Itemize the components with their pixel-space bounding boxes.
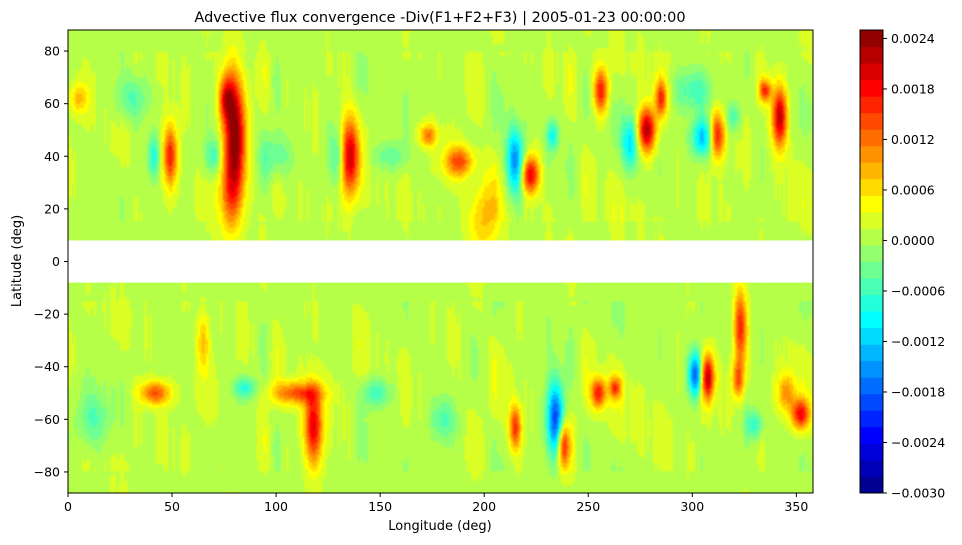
colorbar-level [860, 294, 883, 312]
colorbar-steps [860, 30, 883, 494]
y-tick-label: −20 [34, 307, 60, 322]
chart-title: Advective flux convergence -Div(F1+F2+F3… [194, 10, 685, 26]
colorbar-level [860, 46, 883, 64]
colorbar-level [860, 377, 883, 395]
colorbar-level [860, 129, 883, 147]
colorbar-tick-label: 0.0000 [891, 233, 935, 248]
colorbar-level [860, 443, 883, 461]
x-tick-label: 200 [472, 499, 496, 514]
x-tick-label: 250 [576, 499, 600, 514]
y-tick-label: 60 [44, 96, 60, 111]
colorbar-tick-label: 0.0012 [891, 132, 935, 147]
colorbar-level [860, 244, 883, 262]
colorbar-tick-label: 0.0006 [891, 182, 935, 197]
colorbar-level [860, 311, 883, 329]
colorbar-level [860, 63, 883, 81]
colorbar-level [860, 228, 883, 246]
x-tick-label: 150 [368, 499, 392, 514]
y-tick-label: 20 [44, 201, 60, 216]
colorbar-level [860, 112, 883, 130]
colorbar-level [860, 261, 883, 279]
colorbar-tick-label: 0.0018 [891, 81, 935, 96]
colorbar-level [860, 162, 883, 180]
y-tick-label: 0 [52, 254, 60, 269]
colorbar: 0.0024 0.0018 0.0012 0.0006 0.0000 −0.0006 −0.… [859, 29, 945, 501]
colorbar-level [860, 410, 883, 428]
colorbar-ticks: 0.0024 0.0018 0.0012 0.0006 0.0000 −0.0006 −0.… [883, 31, 945, 501]
x-tick-label: 0 [64, 499, 72, 514]
y-tick-label: −60 [34, 412, 60, 427]
x-tick-label: 350 [784, 499, 808, 514]
x-tick-label: 300 [680, 499, 704, 514]
x-tick-label: 50 [164, 499, 180, 514]
colorbar-tick-label: −0.0018 [891, 384, 945, 399]
colorbar-level [860, 195, 883, 213]
colorbar-level [860, 96, 883, 114]
heatmap-plot-area [67, 29, 814, 494]
colorbar-level [860, 79, 883, 97]
colorbar-level [860, 327, 883, 345]
colorbar-tick-label: −0.0012 [891, 334, 945, 349]
colorbar-level [860, 278, 883, 296]
y-axis: 80 60 40 20 0 −20 −40 −60 −80 [34, 44, 68, 479]
colorbar-level [860, 360, 883, 378]
colorbar-level [860, 393, 883, 411]
masked-equator-band [68, 240, 813, 283]
colorbar-level [860, 426, 883, 444]
colorbar-level [860, 145, 883, 163]
x-axis: 0 50 100 150 200 250 300 350 [64, 493, 808, 514]
colorbar-level [860, 459, 883, 477]
colorbar-frame [859, 29, 884, 494]
colorbar-tick-label: 0.0024 [891, 31, 935, 46]
y-tick-label: −80 [34, 464, 60, 479]
x-axis-label: Longitude (deg) [388, 519, 491, 534]
y-axis-label: Latitude (deg) [10, 215, 25, 307]
y-tick-label: 40 [44, 149, 60, 164]
colorbar-tick-label: −0.0024 [891, 435, 945, 450]
colorbar-level [860, 178, 883, 196]
colorbar-level [860, 30, 883, 48]
y-tick-label: −40 [34, 359, 60, 374]
colorbar-level [860, 344, 883, 362]
y-tick-label: 80 [44, 44, 60, 59]
colorbar-tick-label: −0.0030 [891, 486, 945, 501]
colorbar-tick-label: −0.0006 [891, 283, 945, 298]
x-tick-label: 100 [264, 499, 288, 514]
colorbar-level [860, 476, 883, 494]
colorbar-level [860, 211, 883, 229]
